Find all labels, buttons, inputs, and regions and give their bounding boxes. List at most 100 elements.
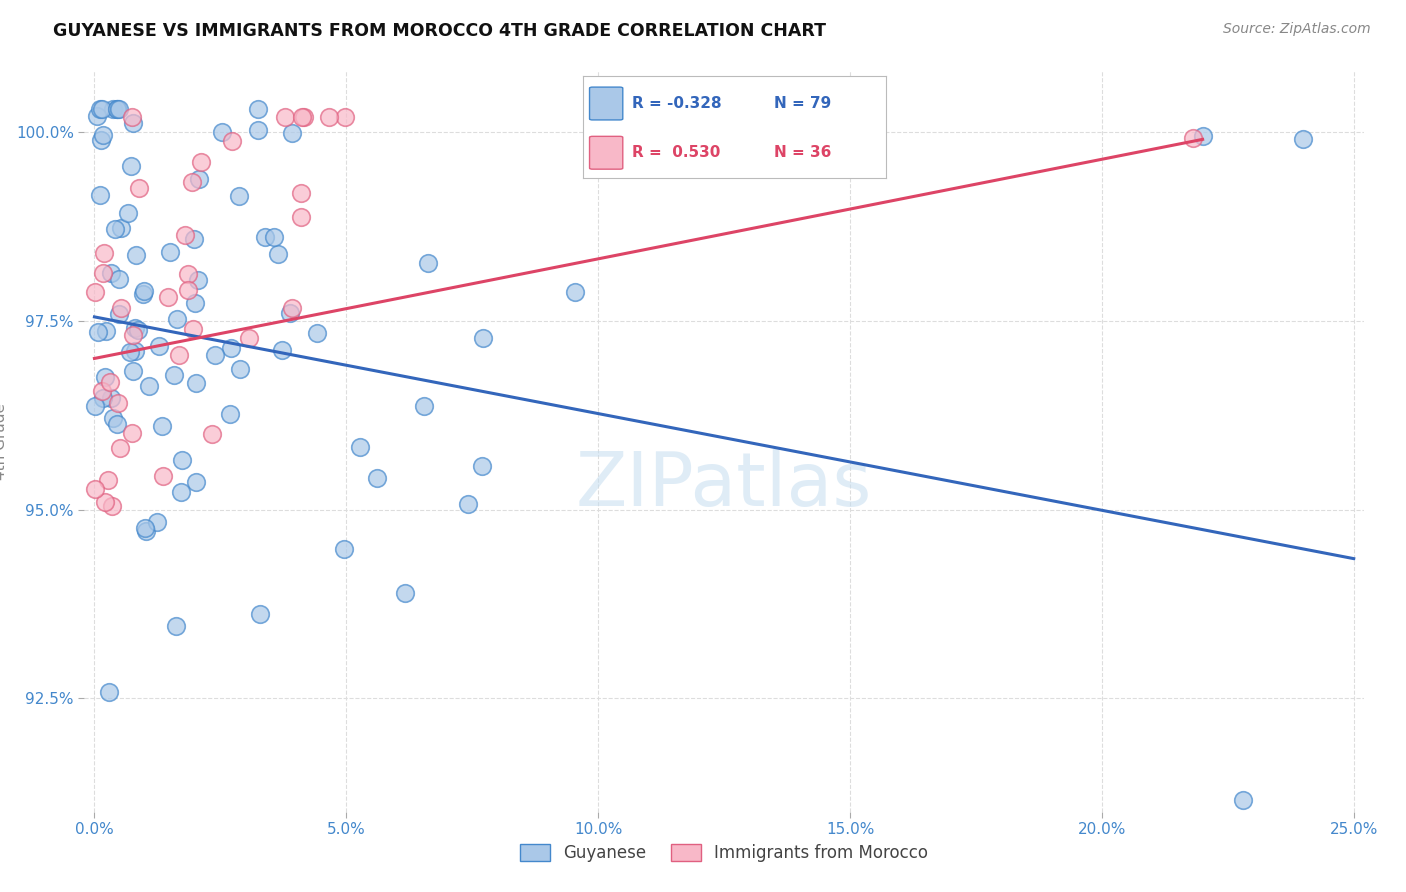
Text: GUYANESE VS IMMIGRANTS FROM MOROCCO 4TH GRADE CORRELATION CHART: GUYANESE VS IMMIGRANTS FROM MOROCCO 4TH … <box>53 22 827 40</box>
Point <box>103 102 125 116</box>
Point <box>1181 131 1204 145</box>
Point <box>204 347 226 361</box>
Point <box>124 343 146 358</box>
Point <box>201 427 224 442</box>
Point <box>89 102 111 116</box>
Point <box>564 285 586 300</box>
Point <box>97 473 120 487</box>
Point <box>176 283 198 297</box>
Point <box>105 102 128 116</box>
Point <box>91 384 114 398</box>
Point <box>221 134 243 148</box>
Text: N = 79: N = 79 <box>773 96 831 111</box>
Point <box>238 331 260 345</box>
Point <box>108 307 131 321</box>
Text: Source: ZipAtlas.com: Source: ZipAtlas.com <box>1223 22 1371 37</box>
Point <box>181 322 204 336</box>
Point <box>94 495 117 509</box>
Point <box>281 126 304 140</box>
Point <box>263 230 285 244</box>
Point <box>470 458 492 473</box>
Point <box>104 222 127 236</box>
FancyBboxPatch shape <box>589 136 623 169</box>
Point <box>121 364 143 378</box>
Point <box>91 266 114 280</box>
Point <box>93 369 115 384</box>
Point <box>333 542 356 557</box>
Legend: Guyanese, Immigrants from Morocco: Guyanese, Immigrants from Morocco <box>512 835 936 870</box>
Point <box>132 284 155 298</box>
Point <box>413 399 436 413</box>
Point <box>90 133 112 147</box>
Point <box>152 469 174 483</box>
Point <box>188 171 211 186</box>
Point <box>134 521 156 535</box>
Point <box>156 290 179 304</box>
Point <box>93 245 115 260</box>
Point <box>167 348 190 362</box>
Point <box>471 331 494 345</box>
Point <box>84 285 107 299</box>
Point <box>97 685 120 699</box>
Text: R =  0.530: R = 0.530 <box>631 145 720 161</box>
Point <box>349 440 371 454</box>
Point <box>394 585 416 599</box>
Point <box>307 326 329 341</box>
Point <box>83 482 105 496</box>
Point <box>90 102 112 116</box>
Point <box>132 286 155 301</box>
Point <box>1232 793 1254 807</box>
Text: R = -0.328: R = -0.328 <box>631 96 721 111</box>
Point <box>170 485 193 500</box>
Point <box>1292 132 1315 146</box>
Point <box>122 328 145 343</box>
Point <box>165 619 187 633</box>
Point <box>127 324 149 338</box>
Text: ZIPatlas: ZIPatlas <box>576 450 872 523</box>
Point <box>184 376 207 391</box>
Point <box>121 426 143 441</box>
Point <box>247 122 270 136</box>
Point <box>177 267 200 281</box>
Point <box>273 110 295 124</box>
Point <box>148 339 170 353</box>
Point <box>91 391 114 405</box>
Point <box>290 186 312 200</box>
Point <box>181 175 204 189</box>
Point <box>100 266 122 280</box>
Point <box>219 342 242 356</box>
Point <box>101 500 124 514</box>
Point <box>100 391 122 405</box>
Point <box>146 515 169 529</box>
Point <box>366 471 388 485</box>
Point <box>186 475 208 489</box>
Point <box>128 181 150 195</box>
Point <box>290 210 312 224</box>
Point <box>190 154 212 169</box>
Point <box>333 110 356 124</box>
Point <box>84 400 107 414</box>
Point <box>86 109 108 123</box>
Point <box>281 301 304 315</box>
Point <box>117 206 139 220</box>
Point <box>174 228 197 243</box>
Point <box>159 244 181 259</box>
Point <box>89 188 111 202</box>
Point <box>249 607 271 621</box>
Point <box>107 395 129 409</box>
Point <box>135 524 157 538</box>
Point <box>292 110 315 124</box>
Point <box>270 343 292 357</box>
Point <box>100 375 122 389</box>
Point <box>87 325 110 339</box>
Y-axis label: 4th Grade: 4th Grade <box>0 403 7 480</box>
Point <box>1191 128 1213 143</box>
Point <box>266 247 288 261</box>
Point <box>229 362 252 376</box>
Point <box>246 102 269 116</box>
Text: N = 36: N = 36 <box>773 145 831 161</box>
Point <box>416 256 439 270</box>
Point <box>211 125 233 139</box>
Point <box>103 411 125 425</box>
Point <box>166 312 188 326</box>
